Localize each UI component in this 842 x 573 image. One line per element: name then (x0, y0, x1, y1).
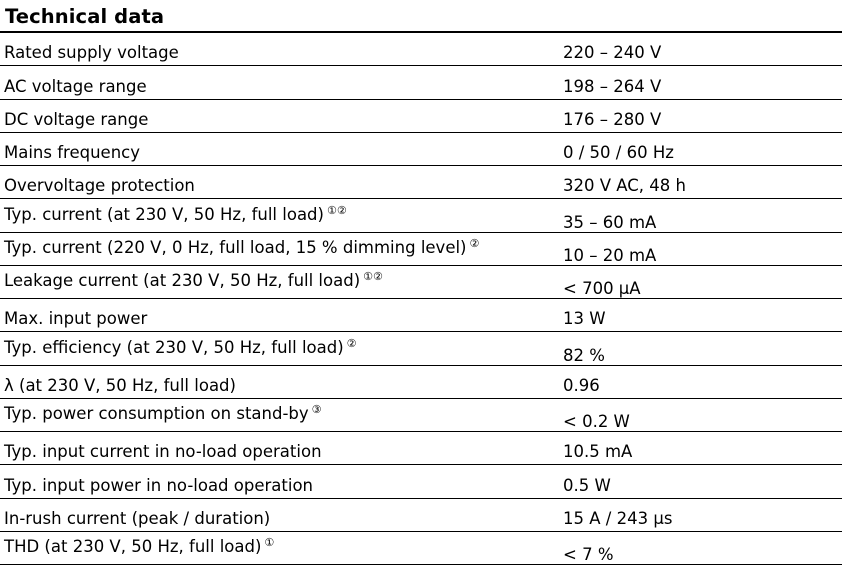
footnote-marker: ② (346, 336, 357, 350)
table-row: Typ. power consumption on stand-by ③ < 0.… (0, 399, 842, 432)
row-label: Overvoltage protection (4, 176, 195, 196)
row-value: 15 A / 243 µs (563, 508, 673, 528)
table-row: Overvoltage protection 320 V AC, 48 h (0, 166, 842, 200)
table-row: Typ. input power in no-load operation 0.… (0, 465, 842, 499)
row-value: 0.96 (563, 375, 600, 395)
section-title: Technical data (5, 5, 165, 28)
footnote-marker: ①② (326, 203, 347, 217)
row-label: THD (at 230 V, 50 Hz, full load) ① (4, 536, 275, 556)
table-row: DC voltage range 176 – 280 V (0, 100, 842, 133)
row-value: 10.5 mA (563, 442, 633, 462)
row-label: λ (at 230 V, 50 Hz, full load) (4, 375, 236, 395)
table-row: In-rush current (peak / duration) 15 A /… (0, 499, 842, 532)
footnote-marker: ① (264, 536, 275, 549)
title-divider (0, 31, 842, 33)
footnote-marker: ①② (363, 270, 383, 283)
row-value: < 0.2 W (563, 412, 630, 431)
row-label: Max. input power (4, 309, 148, 329)
row-value: 198 – 264 V (563, 76, 662, 96)
row-label: Typ. efficiency (at 230 V, 50 Hz, full l… (4, 336, 357, 357)
row-value: 176 – 280 V (563, 109, 662, 129)
table-row: Typ. current (at 230 V, 50 Hz, full load… (0, 199, 842, 233)
technical-data-table: Rated supply voltage 220 – 240 V AC volt… (0, 33, 842, 565)
row-label: Mains frequency (4, 143, 140, 162)
row-label: Rated supply voltage (4, 43, 179, 63)
row-value: < 700 µA (563, 279, 641, 298)
row-label: Typ. current (at 230 V, 50 Hz, full load… (4, 203, 347, 224)
row-label: In-rush current (peak / duration) (4, 508, 271, 528)
row-value: 13 W (563, 309, 606, 329)
row-value: 0 / 50 / 60 Hz (563, 143, 674, 162)
table-row: Max. input power 13 W (0, 299, 842, 333)
table-row: Typ. input current in no-load operation … (0, 432, 842, 466)
table-row: Typ. efficiency (at 230 V, 50 Hz, full l… (0, 332, 842, 366)
table-row: λ (at 230 V, 50 Hz, full load) 0.96 (0, 366, 842, 399)
row-value: 82 % (563, 345, 605, 365)
row-label: AC voltage range (4, 76, 147, 96)
row-value: 220 – 240 V (563, 43, 662, 63)
table-row: Typ. current (220 V, 0 Hz, full load, 15… (0, 233, 842, 266)
row-value: < 7 % (563, 545, 614, 564)
table-row: Rated supply voltage 220 – 240 V (0, 33, 842, 67)
footnote-marker: ③ (311, 403, 322, 416)
row-label: Typ. current (220 V, 0 Hz, full load, 15… (4, 236, 480, 257)
row-value: 35 – 60 mA (563, 212, 657, 232)
row-value: 10 – 20 mA (563, 245, 657, 265)
row-label: Typ. input current in no-load operation (4, 442, 322, 462)
row-label: Typ. power consumption on stand-by ③ (4, 403, 322, 423)
table-row: Mains frequency 0 / 50 / 60 Hz (0, 133, 842, 166)
row-value: 0.5 W (563, 475, 611, 495)
row-value: 320 V AC, 48 h (563, 176, 686, 196)
row-label: DC voltage range (4, 109, 149, 129)
footnote-marker: ② (469, 236, 480, 250)
row-label: Leakage current (at 230 V, 50 Hz, full l… (4, 270, 383, 290)
table-row: Leakage current (at 230 V, 50 Hz, full l… (0, 266, 842, 299)
table-row: THD (at 230 V, 50 Hz, full load) ① < 7 % (0, 532, 842, 565)
table-row: AC voltage range 198 – 264 V (0, 66, 842, 100)
row-label: Typ. input power in no-load operation (4, 475, 313, 495)
